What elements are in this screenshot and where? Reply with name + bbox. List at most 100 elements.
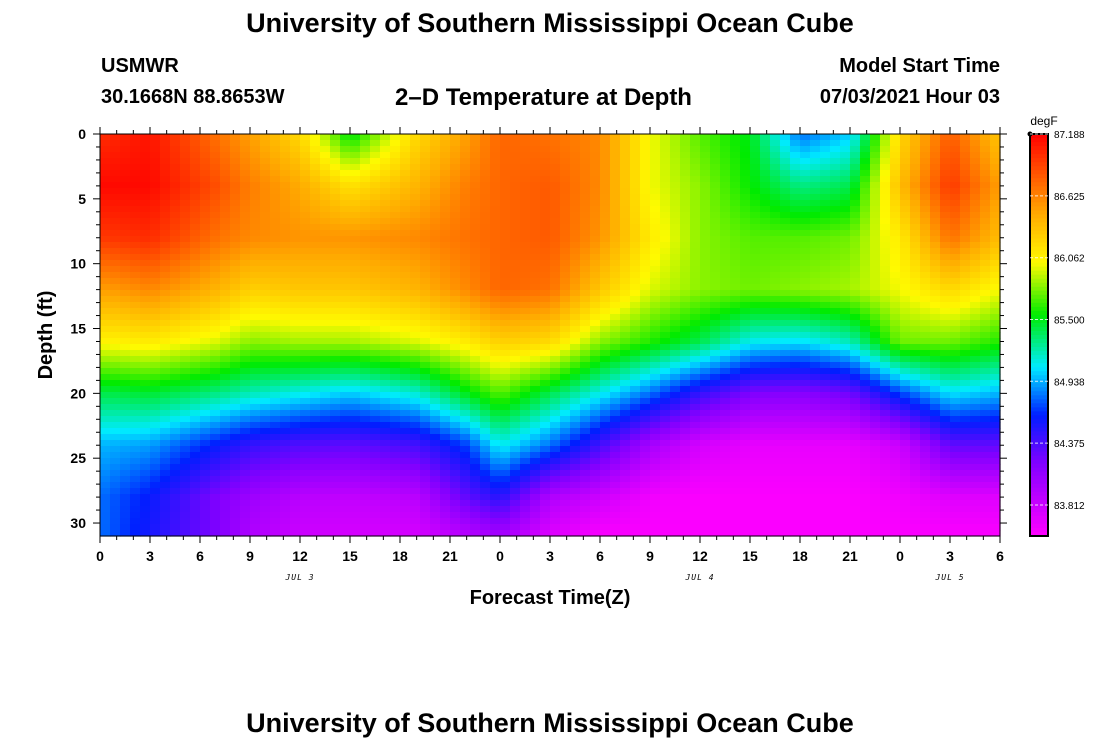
heat-cell	[650, 482, 661, 489]
heat-cell	[440, 332, 451, 339]
heat-cell	[790, 308, 801, 315]
heat-cell	[430, 206, 441, 213]
heat-cell	[230, 398, 241, 405]
heat-cell	[460, 356, 471, 363]
heat-cell	[640, 338, 651, 345]
heat-cell	[290, 242, 301, 249]
heat-cell	[490, 416, 501, 423]
heat-cell	[280, 446, 291, 453]
heat-cell	[350, 428, 361, 435]
heat-cell	[440, 428, 451, 435]
heat-cell	[820, 458, 831, 465]
heat-cell	[310, 194, 321, 201]
heat-cell	[700, 176, 711, 183]
heat-cell	[480, 338, 491, 345]
heat-cell	[480, 440, 491, 447]
heat-cell	[320, 296, 331, 303]
heat-cell	[710, 230, 721, 237]
heat-cell	[770, 236, 781, 243]
heat-cell	[140, 218, 151, 225]
heat-cell	[690, 470, 701, 477]
heat-cell	[430, 410, 441, 417]
heat-cell	[590, 446, 601, 453]
heat-cell	[230, 194, 241, 201]
heat-cell	[660, 470, 671, 477]
heat-cell	[830, 296, 841, 303]
heat-cell	[450, 284, 461, 291]
heat-cell	[480, 344, 491, 351]
heat-cell	[100, 200, 111, 207]
heat-cell	[480, 464, 491, 471]
heat-cell	[730, 452, 741, 459]
heat-cell	[120, 380, 131, 387]
heat-cell	[250, 434, 261, 441]
heat-cell	[730, 296, 741, 303]
heat-cell	[590, 272, 601, 279]
heat-cell	[130, 164, 141, 171]
heat-cell	[460, 248, 471, 255]
heat-cell	[590, 152, 601, 159]
heat-cell	[570, 476, 581, 483]
heat-cell	[180, 248, 191, 255]
heat-cell	[390, 290, 401, 297]
heat-cell	[320, 452, 331, 459]
heat-cell	[240, 506, 251, 513]
heat-cell	[100, 446, 111, 453]
heat-cell	[280, 428, 291, 435]
heat-cell	[820, 422, 831, 429]
heat-cell	[730, 422, 741, 429]
heat-cell	[610, 254, 621, 261]
heat-cell	[560, 350, 571, 357]
heat-cell	[540, 152, 551, 159]
heat-cell	[670, 158, 681, 165]
heat-cell	[140, 350, 151, 357]
heat-cell	[370, 500, 381, 507]
heat-cell	[270, 416, 281, 423]
heat-cell	[170, 134, 181, 141]
heat-cell	[430, 512, 441, 519]
heat-cell	[520, 242, 531, 249]
heat-cell	[760, 194, 771, 201]
heat-cell	[600, 440, 611, 447]
heat-cell	[350, 398, 361, 405]
heat-cell	[660, 266, 671, 273]
heat-cell	[490, 446, 501, 453]
heat-cell	[830, 170, 841, 177]
heat-cell	[490, 170, 501, 177]
heat-cell	[320, 206, 331, 213]
heat-cell	[580, 158, 591, 165]
heat-cell	[690, 344, 701, 351]
heat-cell	[780, 332, 791, 339]
heat-cell	[210, 296, 221, 303]
heat-cell	[440, 134, 451, 141]
heat-cell	[600, 188, 611, 195]
heat-cell	[130, 344, 141, 351]
heat-cell	[640, 278, 651, 285]
heat-cell	[250, 506, 261, 513]
heat-cell	[260, 518, 271, 525]
heat-cell	[720, 458, 731, 465]
heat-cell	[820, 338, 831, 345]
heat-cell	[610, 176, 621, 183]
heat-cell	[610, 494, 621, 501]
heat-cell	[500, 452, 511, 459]
heat-cell	[720, 422, 731, 429]
heat-cell	[490, 254, 501, 261]
heat-cell	[540, 260, 551, 267]
heat-cell	[610, 512, 621, 519]
heat-cell	[180, 260, 191, 267]
heat-cell	[240, 422, 251, 429]
heat-cell	[230, 296, 241, 303]
heat-cell	[240, 254, 251, 261]
heat-cell	[420, 308, 431, 315]
heat-cell	[260, 350, 271, 357]
heat-cell	[720, 320, 731, 327]
heat-cell	[180, 500, 191, 507]
heat-cell	[550, 254, 561, 261]
heat-cell	[140, 368, 151, 375]
heat-cell	[770, 200, 781, 207]
heat-cell	[360, 368, 371, 375]
heat-cell	[250, 374, 261, 381]
heat-cell	[220, 440, 231, 447]
heat-cell	[660, 464, 671, 471]
